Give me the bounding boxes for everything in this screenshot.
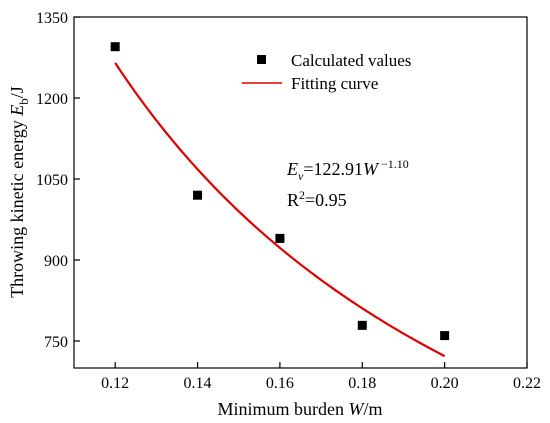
fitting-curve-layer — [114, 62, 446, 358]
x-tick-label: 0.12 — [101, 375, 129, 392]
x-axis-title: Minimum burden W/m — [217, 399, 382, 419]
y-tick-label: 900 — [44, 253, 68, 270]
y-tick-label: 750 — [44, 334, 68, 351]
legend: Calculated values Fitting curve — [242, 51, 411, 93]
calculated-value-point — [275, 233, 285, 243]
y-tick-label: 1200 — [36, 91, 68, 108]
y-tick-label: 1050 — [36, 172, 68, 189]
x-tick-label: 0.20 — [431, 375, 459, 392]
plot-frame — [73, 16, 528, 369]
x-tick-label: 0.14 — [184, 375, 212, 392]
fitting-curve — [114, 62, 446, 358]
y-tick-label: 1350 — [36, 10, 68, 27]
x-tick-label: 0.18 — [348, 375, 376, 392]
calculated-points-layer — [110, 42, 450, 341]
calculated-value-point — [440, 331, 450, 341]
calculated-value-point — [193, 190, 203, 200]
x-tick-label: 0.22 — [513, 375, 541, 392]
axis-ticks: 0.12 0.14 0.16 0.18 0.20 0.22 750 900 1050 1200 13… — [36, 10, 541, 392]
legend-label-fitting-curve: Fitting curve — [291, 74, 378, 93]
calculated-value-point — [110, 42, 120, 52]
fit-equation: Ev=122.91W −1.10 — [286, 157, 409, 183]
legend-label-calculated-values: Calculated values — [291, 51, 411, 70]
y-axis-title: Throwing kinetic energy Eb/J — [7, 86, 31, 298]
legend-marker-calculated-values — [257, 55, 266, 64]
x-tick-label: 0.16 — [266, 375, 294, 392]
r-squared: R2=0.95 — [287, 188, 347, 210]
calculated-value-point — [357, 320, 367, 330]
